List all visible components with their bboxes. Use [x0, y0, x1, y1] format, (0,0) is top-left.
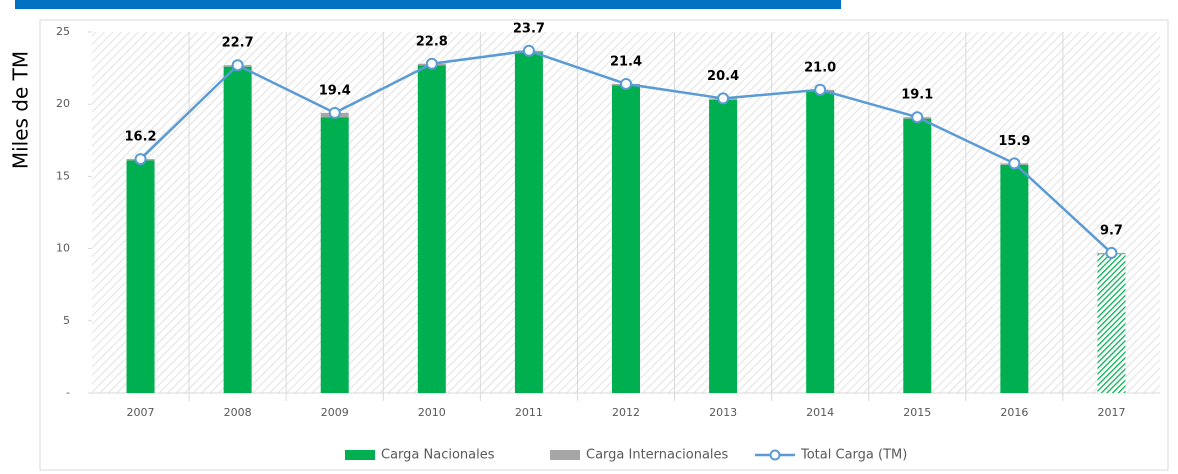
line-marker: [425, 57, 438, 70]
data-label: 19.1: [901, 88, 933, 103]
legend-swatch: [550, 450, 580, 460]
bar: [320, 117, 349, 394]
line-marker: [328, 106, 341, 119]
y-tick-label: 20: [56, 97, 70, 110]
bar: [806, 91, 835, 393]
legend-swatch: [345, 450, 375, 460]
data-label: 22.7: [222, 36, 254, 51]
x-tick-label: 2008: [224, 406, 252, 419]
bar: [417, 65, 446, 393]
data-label: 22.8: [416, 34, 448, 49]
bar: [612, 85, 640, 393]
bar: [1097, 254, 1126, 393]
line-marker: [911, 111, 924, 124]
x-tick-label: 2012: [612, 406, 640, 419]
x-tick-label: 2015: [903, 406, 931, 419]
y-tick-label: -: [66, 386, 70, 399]
bar: [514, 52, 543, 393]
data-label: 21.0: [804, 60, 836, 75]
line-marker: [620, 77, 632, 90]
bar: [223, 66, 252, 393]
legend-marker: [769, 449, 781, 461]
x-tick-label: 2009: [321, 406, 349, 419]
line-marker: [814, 83, 827, 96]
x-tick-label: 2016: [1000, 406, 1028, 419]
data-label: 16.2: [125, 130, 157, 145]
data-label: 21.4: [610, 54, 642, 69]
x-tick-label: 2014: [806, 406, 834, 419]
bar: [126, 160, 155, 393]
x-tick-label: 2017: [1097, 406, 1125, 419]
y-tick-label: 25: [56, 25, 70, 38]
legend-label: Carga Nacionales: [381, 448, 495, 463]
data-label: 15.9: [998, 134, 1030, 149]
x-tick-label: 2007: [127, 406, 155, 419]
data-label: 23.7: [513, 21, 545, 36]
y-axis-label: Miles de TM: [9, 51, 33, 169]
line-marker: [231, 59, 244, 72]
line-marker: [522, 44, 535, 57]
legend-label: Total Carga (TM): [800, 448, 907, 463]
line-marker: [1008, 157, 1021, 170]
y-tick-label: 5: [63, 314, 70, 327]
bar: [1000, 164, 1029, 393]
x-tick-label: 2010: [418, 406, 446, 419]
legend-label: Carga Internacionales: [586, 448, 729, 463]
line-marker: [1105, 246, 1118, 259]
data-label: 19.4: [319, 83, 351, 98]
bar: [709, 99, 738, 394]
data-label: 9.7: [1100, 223, 1123, 238]
line-marker: [717, 92, 730, 105]
y-tick-label: 15: [56, 169, 70, 182]
x-tick-label: 2011: [515, 406, 543, 419]
x-tick-label: 2013: [709, 406, 737, 419]
data-label: 20.4: [707, 69, 739, 84]
bar: [903, 118, 932, 393]
y-tick-label: 10: [56, 242, 70, 255]
chart-border: [39, 19, 1169, 471]
line-marker: [134, 153, 147, 166]
title-band: [15, 0, 841, 9]
